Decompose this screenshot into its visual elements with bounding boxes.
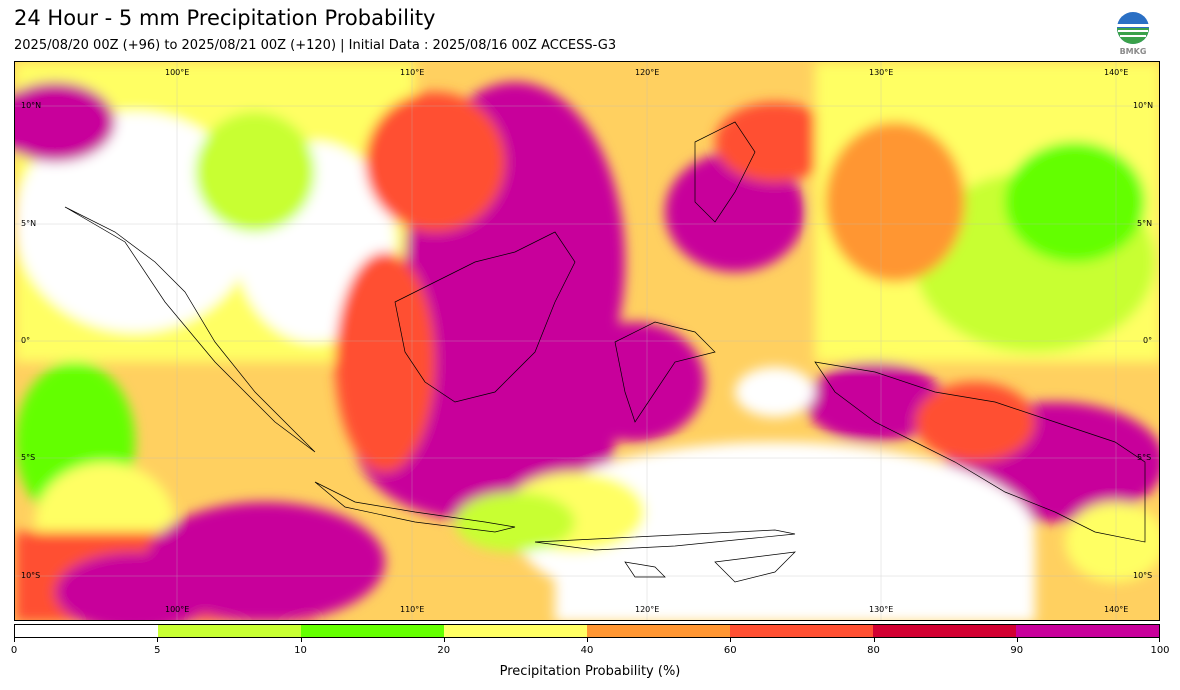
colorbar-tick-label: 80 — [867, 645, 880, 656]
lat-label-right: 5°S — [1137, 453, 1152, 462]
lat-label-left: 5°N — [21, 219, 37, 228]
colorbar-tick-mark — [14, 638, 15, 642]
lon-label-top: 110°E — [400, 68, 425, 77]
colorbar-tick-label: 0 — [10, 645, 18, 656]
colorbar-tick-mark — [300, 638, 302, 642]
colorbar-tick-label: 10 — [294, 645, 307, 656]
lat-label-right: 10°N — [1133, 101, 1154, 110]
colorbar-tick-mark — [1159, 638, 1160, 642]
colorbar-tick-label: 100 — [1150, 645, 1170, 656]
lon-label-bottom: 100°E — [165, 605, 190, 614]
colorbar-tick-label: 20 — [437, 645, 451, 656]
colorbar-tick-mark — [730, 638, 732, 642]
colorbar-tick-label: 5 — [154, 645, 161, 656]
lon-label-bottom: 110°E — [400, 605, 425, 614]
colorbar-tick-mark — [873, 638, 875, 642]
bmkg-logo-icon: BMKG — [1112, 10, 1154, 56]
precipitation-field — [15, 62, 1159, 620]
colorbar-segment — [158, 625, 301, 637]
chart-title: 24 Hour - 5 mm Precipitation Probability — [14, 6, 436, 30]
lat-label-left: 0° — [21, 336, 31, 345]
precipitation-map: 100°E 110°E 120°E 130°E 140°E 100°E 110°… — [14, 61, 1160, 621]
lon-label-top: 120°E — [635, 68, 660, 77]
lon-label-top: 130°E — [869, 68, 894, 77]
colorbar-label: Precipitation Probability (%) — [499, 664, 681, 679]
lat-label-right: 0° — [1143, 336, 1153, 345]
svg-text:BMKG: BMKG — [1120, 47, 1147, 56]
colorbar-segment — [873, 625, 1016, 637]
colorbar-tick-mark — [587, 638, 588, 642]
colorbar-tick-label: 40 — [580, 645, 594, 656]
colorbar-segment — [301, 625, 444, 637]
lon-label-bottom: 130°E — [869, 605, 894, 614]
colorbar-segment — [15, 625, 158, 637]
colorbar-segment — [730, 625, 873, 637]
lat-label-right: 10°S — [1133, 571, 1153, 580]
lon-label-top: 140°E — [1104, 68, 1129, 77]
colorbar-tick-mark — [443, 638, 445, 642]
colorbar-tick-mark — [157, 638, 159, 642]
colorbar — [14, 624, 1160, 638]
colorbar-tick-label: 90 — [1010, 645, 1024, 656]
colorbar-segment — [444, 625, 587, 637]
lat-label-left: 10°S — [21, 571, 41, 580]
lon-label-bottom: 140°E — [1104, 605, 1129, 614]
lat-label-left: 10°N — [21, 101, 42, 110]
lat-label-right: 5°N — [1137, 219, 1153, 228]
colorbar-tick-label: 60 — [723, 645, 737, 656]
lat-label-left: 5°S — [21, 453, 36, 462]
lon-label-top: 100°E — [165, 68, 190, 77]
lon-label-bottom: 120°E — [635, 605, 660, 614]
chart-subtitle: 2025/08/20 00Z (+96) to 2025/08/21 00Z (… — [14, 38, 617, 53]
colorbar-segment — [1016, 625, 1159, 637]
colorbar-segment — [587, 625, 730, 637]
colorbar-tick-mark — [1016, 638, 1018, 642]
